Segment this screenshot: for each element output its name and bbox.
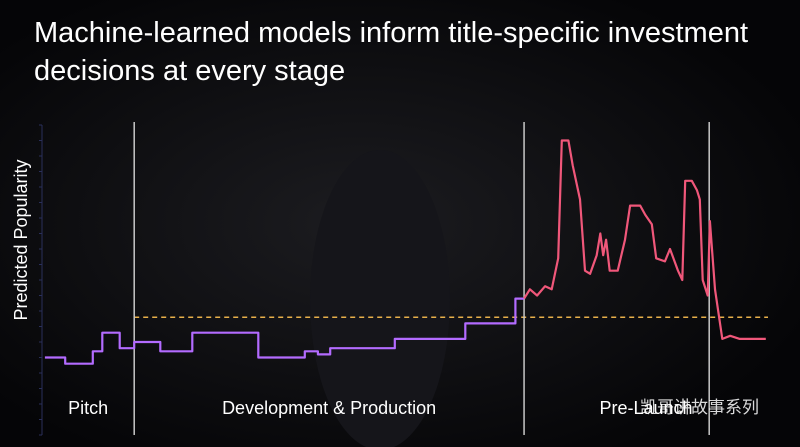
title-line: decisions at every stage bbox=[34, 55, 345, 87]
stage-label: Pre-Launch bbox=[600, 398, 693, 418]
title-line: Machine-learned models inform title-spec… bbox=[34, 17, 748, 49]
slide-title: Machine-learned models inform title-spec… bbox=[34, 17, 748, 87]
stage-label: Development & Production bbox=[222, 398, 436, 418]
y-axis-label: Predicted Popularity bbox=[11, 159, 31, 320]
speaker-silhouette bbox=[310, 150, 450, 447]
watermark: 凯哥讲故事系列 bbox=[640, 398, 759, 417]
popularity-line bbox=[44, 297, 525, 365]
stage-label: Pitch bbox=[68, 398, 108, 418]
popularity-line bbox=[523, 139, 766, 340]
